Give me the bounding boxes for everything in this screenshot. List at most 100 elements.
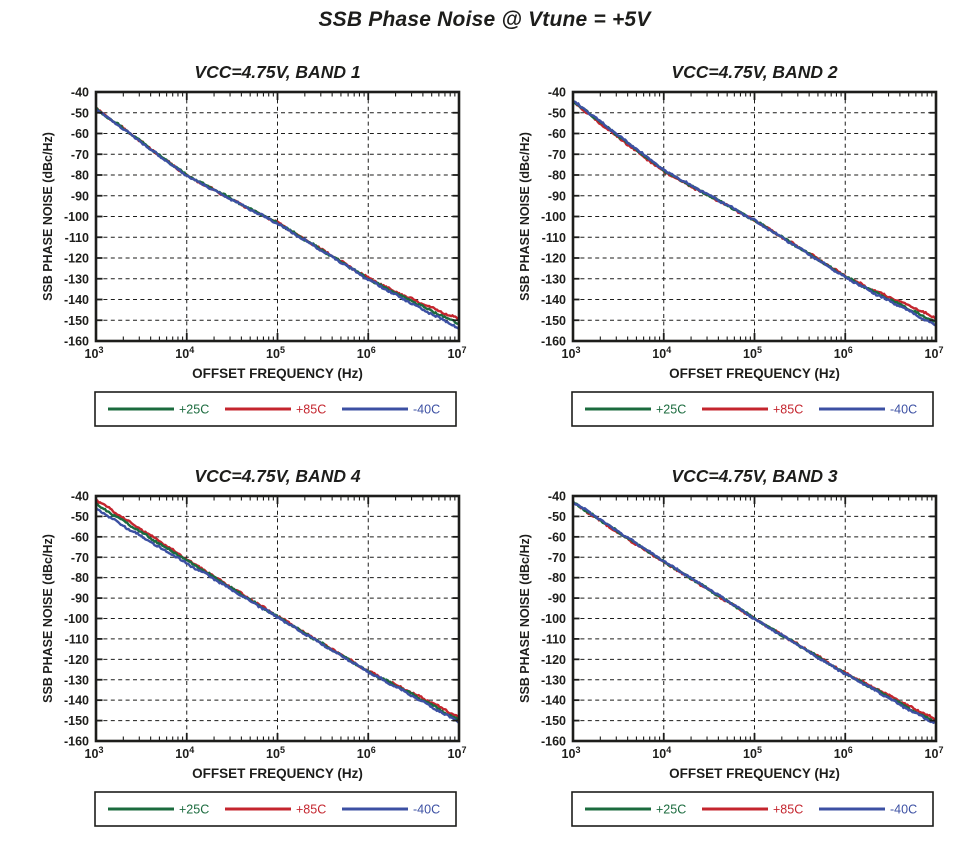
y-tick-label: -90	[71, 189, 89, 203]
x-tick-label: 107	[448, 745, 467, 761]
y-tick-label: -150	[541, 714, 566, 728]
legend-label-+85C: +85C	[773, 803, 803, 817]
y-tick-label: -100	[541, 210, 566, 224]
chart-band-4: VCC=4.75V, BAND 4 -40 -50 -60 -70 -80 -90 -100 -…	[0, 440, 485, 840]
y-tick-label: -40	[548, 86, 566, 100]
y-tick-label: -130	[64, 272, 89, 286]
x-tick-label: 105	[743, 745, 762, 761]
chart-title: VCC=4.75V, BAND 1	[194, 62, 360, 82]
y-tick-label: -40	[71, 490, 89, 504]
x-tick-label: 106	[834, 345, 853, 361]
y-tick-label: -120	[541, 252, 566, 266]
series-line--40C	[96, 506, 459, 724]
y-tick-label: -130	[541, 673, 566, 687]
x-tick-label: 107	[448, 345, 467, 361]
chart-band-2: VCC=4.75V, BAND 2 -40 -50 -60 -70 -80 -90 -100 -…	[484, 40, 969, 440]
y-tick-label: -160	[541, 735, 566, 749]
legend-label-+25C: +25C	[179, 403, 209, 417]
y-tick-label: -70	[71, 551, 89, 565]
x-tick-label: 104	[175, 745, 194, 761]
y-tick-label: -70	[548, 551, 566, 565]
y-tick-label: -110	[542, 632, 566, 646]
page-title: SSB Phase Noise @ Vtune = +5V	[318, 8, 651, 31]
legend-label-+25C: +25C	[656, 803, 686, 817]
x-tick-label: 105	[266, 345, 285, 361]
y-tick-label: -50	[548, 510, 566, 524]
x-axis-title: OFFSET FREQUENCY (Hz)	[669, 366, 840, 381]
x-tick-label: 105	[266, 745, 285, 761]
y-tick-label: -120	[64, 252, 89, 266]
chart-band-1: VCC=4.75V, BAND 1 -40 -50 -60 -70 -80 -90 -100 -…	[0, 40, 485, 440]
y-tick-label: -160	[64, 335, 89, 349]
y-tick-label: -50	[71, 510, 89, 524]
legend-label-+85C: +85C	[296, 403, 326, 417]
legend-label-+25C: +25C	[656, 403, 686, 417]
x-tick-label: 106	[357, 345, 376, 361]
y-tick-label: -60	[71, 530, 89, 544]
y-tick-label: -60	[71, 127, 89, 141]
x-tick-label: 107	[925, 745, 944, 761]
chart-svg-2: VCC=4.75V, BAND 2 -40 -50 -60 -70 -80 -90 -100 -…	[518, 62, 944, 427]
x-tick-label: 106	[357, 745, 376, 761]
x-tick-label: 103	[85, 345, 104, 361]
y-tick-label: -100	[541, 612, 566, 626]
legend-label--40C: -40C	[413, 403, 440, 417]
y-tick-label: -100	[64, 612, 89, 626]
legend-label-+85C: +85C	[773, 403, 803, 417]
y-tick-label: -40	[71, 86, 89, 100]
y-tick-label: -150	[541, 314, 566, 328]
y-tick-label: -160	[541, 335, 566, 349]
y-tick-label: -80	[71, 169, 89, 183]
chart-svg-3: VCC=4.75V, BAND 4 -40 -50 -60 -70 -80 -90 -100 -…	[41, 466, 467, 827]
y-tick-label: -100	[64, 210, 89, 224]
x-tick-label: 104	[175, 345, 194, 361]
y-tick-label: -60	[548, 127, 566, 141]
legend-label-+85C: +85C	[296, 803, 326, 817]
y-tick-label: -90	[548, 592, 566, 606]
legend-label-+25C: +25C	[179, 803, 209, 817]
y-tick-label: -70	[548, 148, 566, 162]
x-axis-title: OFFSET FREQUENCY (Hz)	[192, 366, 363, 381]
y-axis-title: SSB PHASE NOISE (dBc/Hz)	[41, 534, 55, 703]
y-tick-label: -140	[541, 293, 566, 307]
y-tick-label: -140	[64, 694, 89, 708]
chart-band-3: VCC=4.75V, BAND 3 -40 -50 -60 -70 -80 -90 -100 -…	[484, 440, 969, 840]
y-axis-title: SSB PHASE NOISE (dBc/Hz)	[518, 132, 532, 301]
y-tick-label: -40	[548, 490, 566, 504]
y-tick-label: -70	[71, 148, 89, 162]
y-tick-label: -140	[64, 293, 89, 307]
x-tick-label: 105	[743, 345, 762, 361]
x-axis-title: OFFSET FREQUENCY (Hz)	[669, 766, 840, 781]
y-tick-label: -130	[541, 272, 566, 286]
x-axis-title: OFFSET FREQUENCY (Hz)	[192, 766, 363, 781]
y-tick-label: -150	[64, 714, 89, 728]
x-tick-label: 107	[925, 345, 944, 361]
y-tick-label: -50	[548, 106, 566, 120]
y-axis-title: SSB PHASE NOISE (dBc/Hz)	[518, 534, 532, 703]
chart-title: VCC=4.75V, BAND 4	[194, 466, 360, 486]
y-tick-label: -50	[71, 106, 89, 120]
y-tick-label: -120	[541, 653, 566, 667]
y-tick-label: -110	[65, 231, 89, 245]
x-tick-label: 103	[562, 745, 581, 761]
chart-title: VCC=4.75V, BAND 3	[671, 466, 837, 486]
y-tick-label: -90	[548, 189, 566, 203]
y-tick-label: -60	[548, 530, 566, 544]
y-tick-label: -110	[542, 231, 566, 245]
y-tick-label: -80	[71, 571, 89, 585]
x-tick-label: 104	[652, 345, 671, 361]
chart-svg-4: VCC=4.75V, BAND 3 -40 -50 -60 -70 -80 -90 -100 -…	[518, 466, 944, 827]
x-tick-label: 103	[562, 345, 581, 361]
y-tick-label: -80	[548, 169, 566, 183]
y-axis-title: SSB PHASE NOISE (dBc/Hz)	[41, 132, 55, 301]
y-tick-label: -110	[65, 632, 89, 646]
series-line--40C	[96, 108, 459, 330]
y-tick-label: -90	[71, 592, 89, 606]
legend-label--40C: -40C	[413, 803, 440, 817]
chart-title: VCC=4.75V, BAND 2	[671, 62, 837, 82]
y-tick-label: -130	[64, 673, 89, 687]
y-tick-label: -160	[64, 735, 89, 749]
chart-svg-1: VCC=4.75V, BAND 1 -40 -50 -60 -70 -80 -90 -100 -…	[41, 62, 467, 427]
y-tick-label: -80	[548, 571, 566, 585]
